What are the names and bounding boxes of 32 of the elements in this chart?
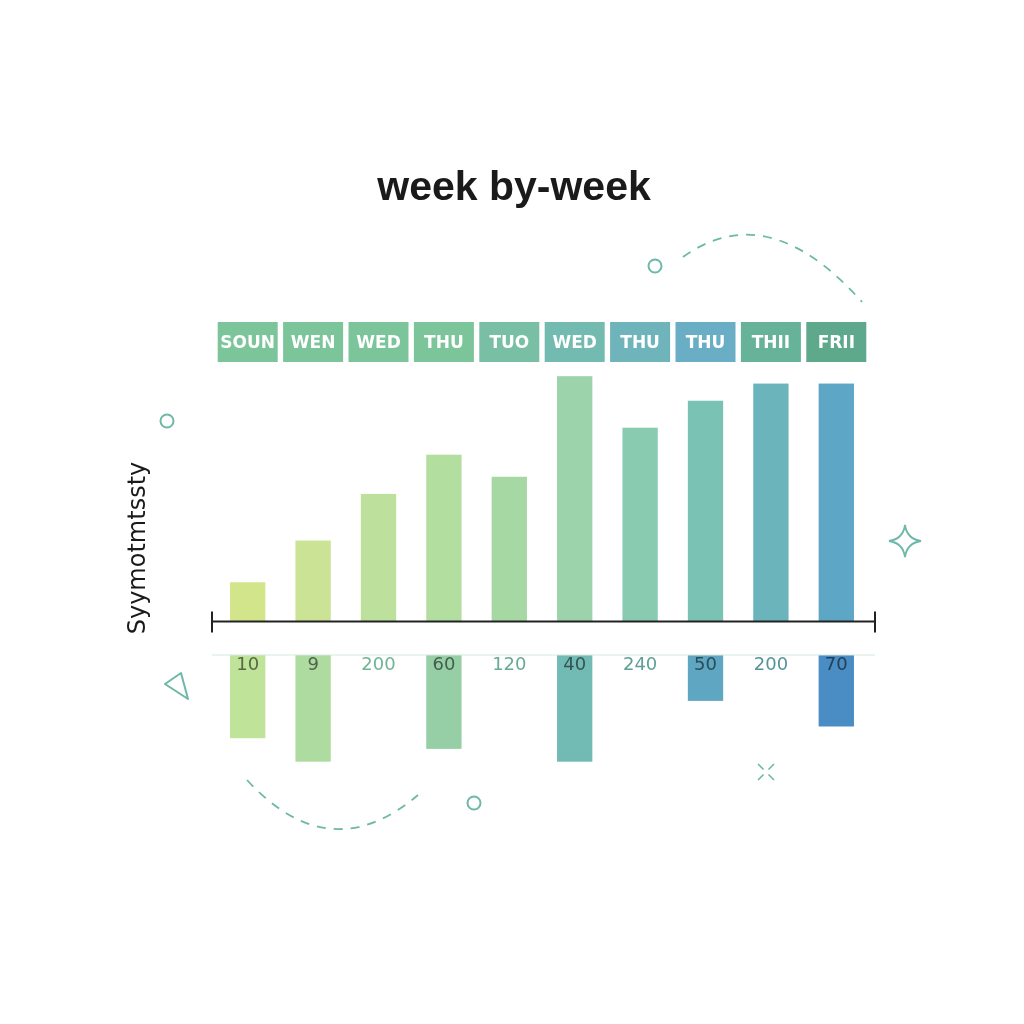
x-tick-label: 120 xyxy=(492,653,527,674)
x-tick-label: 40 xyxy=(563,653,587,674)
x-tick-label: WED xyxy=(356,332,401,353)
x-tick-label: WED xyxy=(552,332,597,353)
x-tick-label: THU xyxy=(685,332,726,353)
chart-title: week by-week xyxy=(376,163,651,209)
bar xyxy=(557,376,593,622)
x-tick-label: SOUN xyxy=(220,332,276,353)
x-tick-label: TUO xyxy=(489,332,530,353)
x-tick-label: 200 xyxy=(361,653,396,674)
x-tick-label: 60 xyxy=(432,653,456,674)
bar xyxy=(491,476,527,622)
bar xyxy=(230,582,266,622)
bar xyxy=(360,493,397,622)
x-tick-label: THU xyxy=(620,332,660,353)
x-tick-label: THU xyxy=(424,332,464,353)
bar xyxy=(622,427,658,622)
x-tick-label: 70 xyxy=(824,653,848,674)
x-tick-label: 9 xyxy=(307,653,319,674)
bar xyxy=(295,540,331,622)
x-tick-label: WEN xyxy=(290,332,336,353)
y-axis-title: Syymotmtssty xyxy=(123,461,151,635)
x-tick-label: 10 xyxy=(236,653,260,674)
x-tick-label: 240 xyxy=(622,653,658,674)
x-tick-label: THII xyxy=(751,332,791,353)
bar xyxy=(818,383,854,622)
x-tick-label: 50 xyxy=(694,653,717,674)
x-tick-label: 200 xyxy=(753,653,789,674)
bar xyxy=(753,383,789,622)
bar xyxy=(687,400,724,622)
bar xyxy=(426,454,462,622)
x-tick-label: FRII xyxy=(817,332,855,353)
